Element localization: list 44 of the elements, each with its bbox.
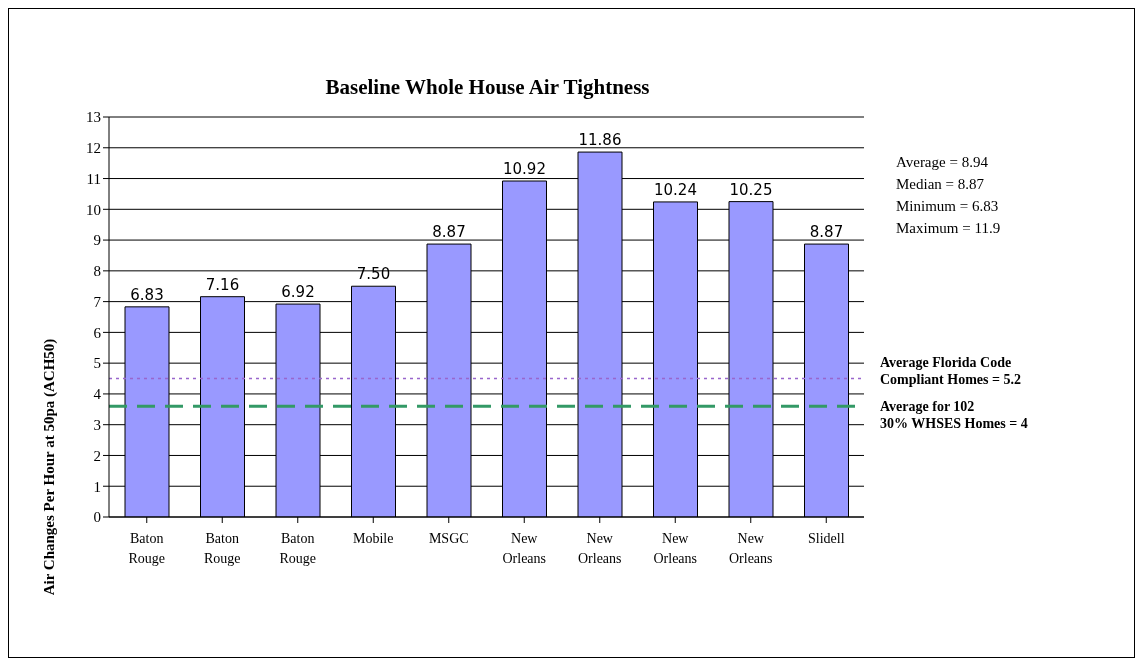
data-label: 6.83 (130, 285, 164, 304)
data-label: 8.87 (809, 223, 844, 242)
text: Maximum = 11.9 (896, 219, 1001, 238)
y-axis-title: Air Changes Per Hour at 50pa (ACH50) (41, 338, 59, 596)
x-tick-label: New Orleans (502, 531, 547, 566)
data-label: 7.16 (205, 275, 240, 294)
data-label: 10.25 (729, 180, 773, 199)
x-tick-label: Baton Rouge (203, 531, 241, 566)
y-tick-label: 0 (93, 509, 101, 526)
text: Average = 8.94 (896, 153, 989, 172)
x-tick-label: New Orleans (577, 531, 622, 566)
data-label: 7.50 (356, 265, 391, 284)
x-tick-label: New Orleans (653, 531, 698, 566)
y-tick-label: 5 (93, 355, 101, 372)
text: Compliant Homes = 5.2 (880, 371, 1021, 387)
y-tick-label: 9 (93, 232, 101, 249)
y-tick-label: 4 (93, 386, 102, 403)
data-label: 8.87 (432, 223, 466, 242)
y-tick-label: 1 (93, 478, 101, 495)
x-tick-label: New Orleans (728, 531, 773, 566)
x-tick-label: Baton Rouge (279, 531, 317, 566)
text: Median = 8.87 (896, 175, 986, 194)
y-tick-label: 3 (93, 417, 101, 434)
text: Average Florida Code (880, 354, 1012, 370)
y-tick-label: 2 (93, 447, 101, 464)
data-label: 11.86 (578, 131, 622, 150)
x-tick-label: Baton Rouge (128, 531, 166, 566)
y-tick-label: 10 (86, 201, 101, 218)
x-tick-label: MSGC (428, 531, 469, 546)
data-label: 10.92 (503, 160, 546, 178)
x-tick-label: Slidell (807, 531, 845, 546)
chart-title: Baseline Whole House Air Tightness (324, 75, 651, 100)
text: Average for 102 (880, 399, 975, 415)
text: Minimum = 6.83 (896, 197, 1000, 216)
y-tick-label: 8 (93, 263, 101, 280)
data-label: 6.92 (281, 283, 315, 302)
y-tick-label: 13 (86, 109, 101, 126)
text: 30% WHSES Homes = 4 (880, 416, 1028, 432)
y-tick-label: 11 (86, 170, 101, 187)
y-tick-label: 7 (93, 293, 102, 310)
x-tick-label: Mobile (353, 531, 394, 546)
data-label: 10.24 (654, 180, 697, 199)
y-tick-label: 12 (86, 140, 101, 157)
y-tick-label: 6 (93, 324, 102, 341)
